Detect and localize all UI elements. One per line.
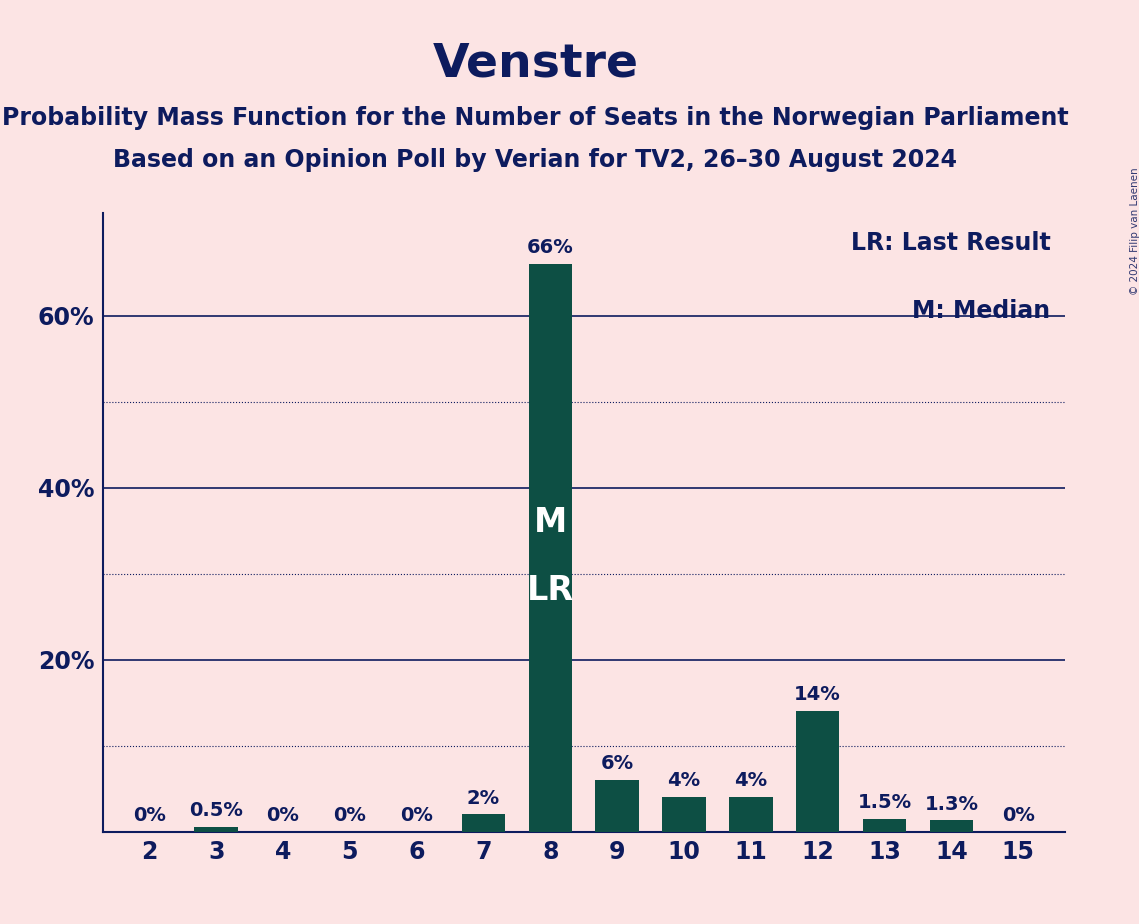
- Text: 2%: 2%: [467, 788, 500, 808]
- Text: 0%: 0%: [1001, 806, 1034, 825]
- Bar: [862, 819, 907, 832]
- Text: © 2024 Filip van Laenen: © 2024 Filip van Laenen: [1130, 167, 1139, 295]
- Text: 0%: 0%: [400, 806, 433, 825]
- Text: 4%: 4%: [735, 772, 768, 790]
- Text: 0%: 0%: [267, 806, 300, 825]
- Text: 0%: 0%: [133, 806, 166, 825]
- Text: LR: Last Result: LR: Last Result: [851, 231, 1050, 255]
- Bar: [662, 797, 706, 832]
- Text: 14%: 14%: [794, 686, 841, 704]
- Text: 1.3%: 1.3%: [925, 795, 978, 813]
- Text: M: Median: M: Median: [912, 299, 1050, 323]
- Text: Probability Mass Function for the Number of Seats in the Norwegian Parliament: Probability Mass Function for the Number…: [2, 106, 1068, 130]
- Text: M: M: [534, 505, 567, 539]
- Bar: [596, 780, 639, 832]
- Text: Venstre: Venstre: [433, 42, 638, 87]
- Text: 0%: 0%: [334, 806, 367, 825]
- Bar: [195, 827, 238, 832]
- Text: 6%: 6%: [600, 754, 633, 773]
- Text: Based on an Opinion Poll by Verian for TV2, 26–30 August 2024: Based on an Opinion Poll by Verian for T…: [113, 148, 958, 172]
- Text: 1.5%: 1.5%: [858, 793, 911, 812]
- Text: 0.5%: 0.5%: [189, 801, 243, 821]
- Bar: [796, 711, 839, 832]
- Text: 66%: 66%: [527, 238, 574, 257]
- Bar: [461, 814, 506, 832]
- Bar: [528, 264, 572, 832]
- Bar: [729, 797, 772, 832]
- Text: 4%: 4%: [667, 772, 700, 790]
- Text: LR: LR: [526, 575, 574, 607]
- Bar: [929, 821, 973, 832]
